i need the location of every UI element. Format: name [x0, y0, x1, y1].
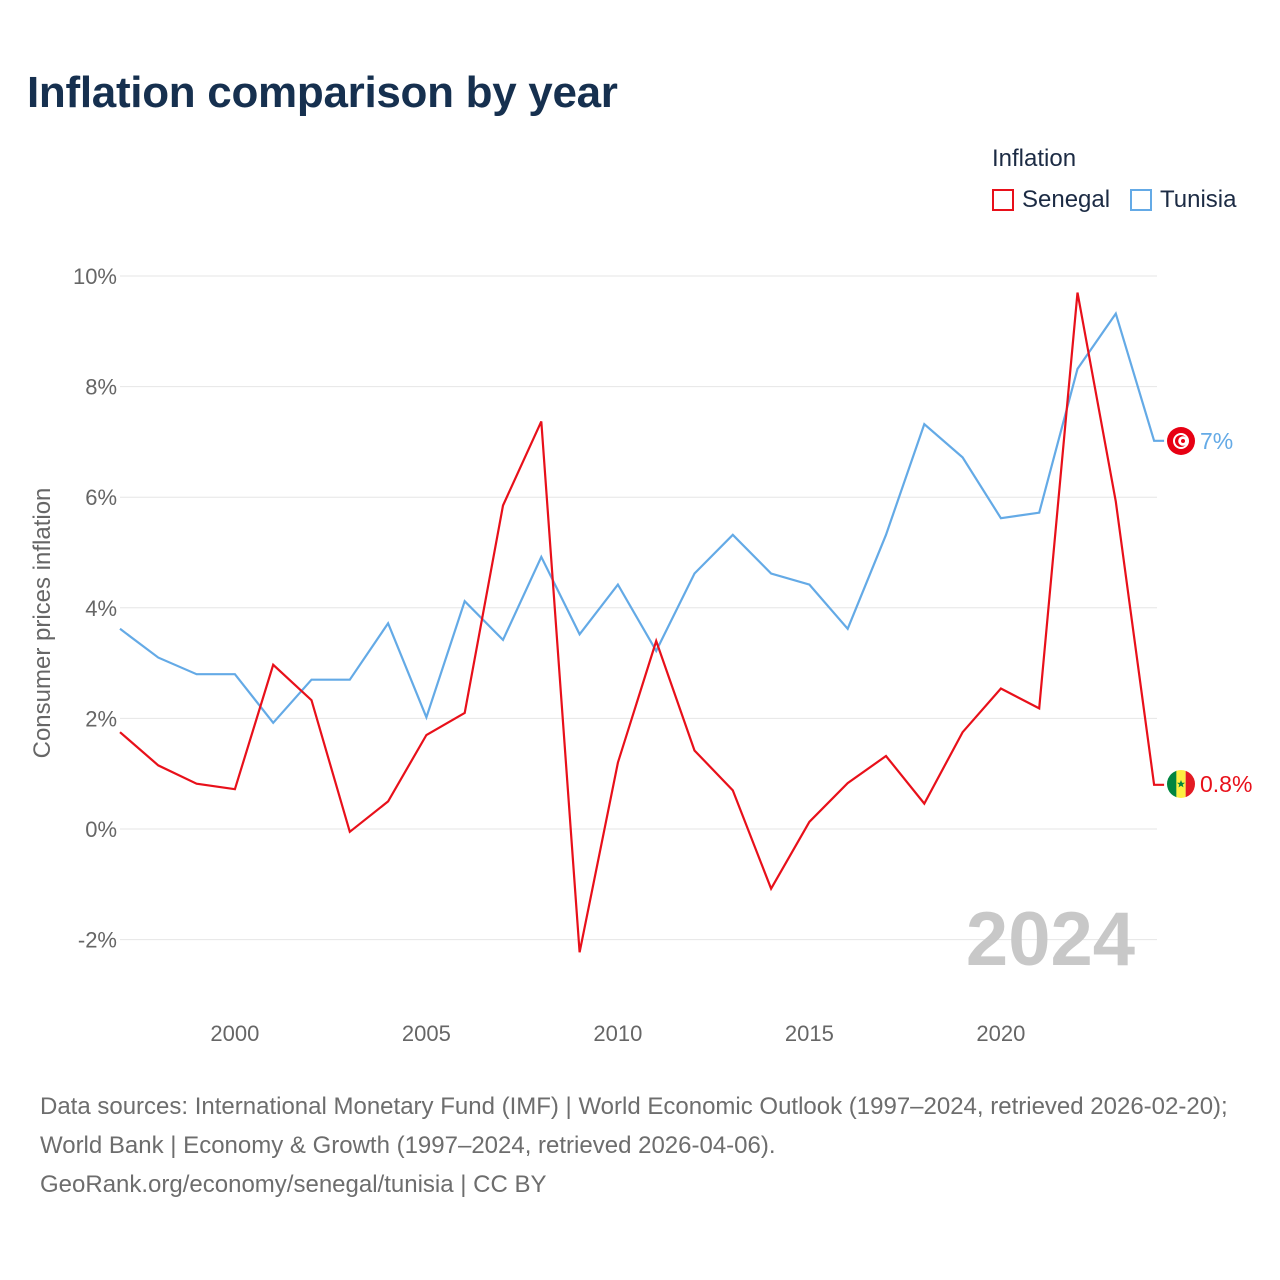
senegal-end-label: 0.8%	[1200, 771, 1252, 797]
senegal-flag-icon	[1167, 770, 1195, 798]
axes: -2% 0% 2% 4% 6% 8% 10% 2000 2005 2010 2015 2020	[73, 264, 1025, 1046]
legend-swatch-senegal	[992, 189, 1014, 211]
legend-swatch-tunisia	[1130, 189, 1152, 211]
legend-title: Inflation	[992, 145, 1077, 172]
legend-item-senegal[interactable]: Senegal	[992, 186, 1110, 214]
y-tick-label: 10%	[73, 264, 117, 289]
y-axis-label: Consumer prices inflation	[29, 488, 56, 759]
x-tick-label: 2015	[785, 1021, 834, 1046]
gridlines	[120, 275, 1157, 941]
legend-item-tunisia[interactable]: Tunisia	[1130, 186, 1236, 214]
chart-title: Inflation comparison by year	[27, 68, 618, 117]
x-tick-label: 2005	[402, 1021, 451, 1046]
y-tick-label: 2%	[85, 706, 117, 731]
legend-label-senegal: Senegal	[1022, 186, 1111, 213]
line-chart: -2% 0% 2% 4% 6% 8% 10% 2000 2005 2010 2015 2020 202…	[29, 264, 1252, 1046]
y-tick-label: 6%	[85, 485, 117, 510]
tunisia-flag-icon	[1167, 427, 1195, 455]
legend-label-tunisia: Tunisia	[1160, 186, 1237, 213]
y-tick-label: -2%	[78, 928, 117, 953]
data-sources: Data sources: International Monetary Fun…	[40, 1093, 1228, 1159]
credit-link[interactable]: GeoRank.org/economy/senegal/tunisia | CC…	[40, 1171, 547, 1198]
x-tick-label: 2010	[593, 1021, 642, 1046]
x-tick-label: 2000	[210, 1021, 259, 1046]
y-tick-label: 8%	[85, 375, 117, 400]
series-lines	[119, 292, 1165, 953]
footer: Data sources: International Monetary Fun…	[40, 1087, 1250, 1204]
y-tick-label: 4%	[85, 596, 117, 621]
y-tick-label: 0%	[85, 817, 117, 842]
series-line-senegal	[119, 292, 1165, 953]
year-watermark: 2024	[966, 897, 1135, 982]
x-tick-label: 2020	[976, 1021, 1025, 1046]
tunisia-end-label: 7%	[1200, 428, 1233, 454]
series-line-tunisia	[119, 311, 1165, 725]
